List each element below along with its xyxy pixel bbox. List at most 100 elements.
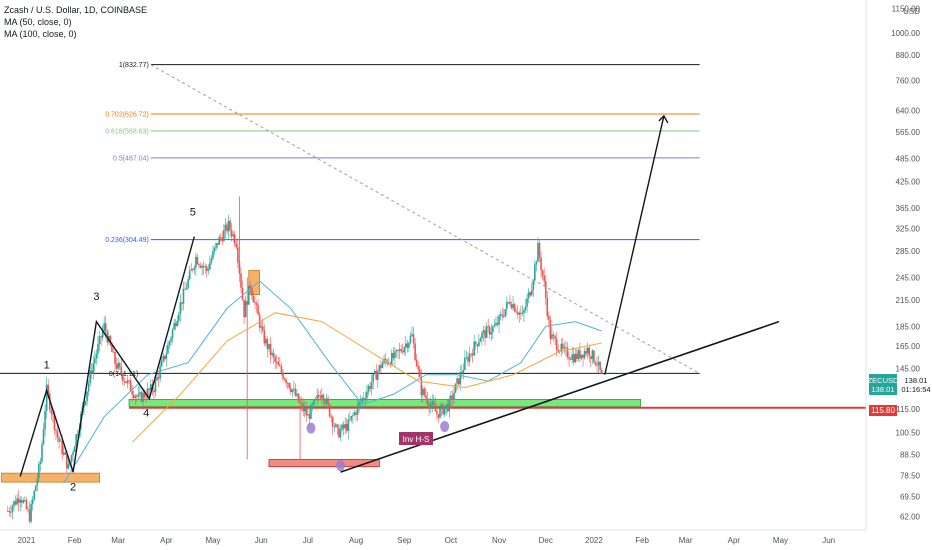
candle-body <box>398 349 401 352</box>
current-price-symbol: ZECUSD <box>868 376 899 385</box>
candle-body <box>205 266 208 271</box>
candle-body <box>580 354 583 359</box>
candle-body <box>440 404 443 409</box>
current-price-badge <box>869 374 897 395</box>
candle-body <box>8 510 11 513</box>
fib-retracement[interactable]: 1(832.77) 0.702(626.72) 0.618(568.63) 0.5(4… <box>0 62 700 378</box>
candle-body <box>415 359 418 367</box>
candle-body <box>465 357 468 358</box>
candle-body <box>442 404 444 415</box>
price-tick-label: 640.00 <box>896 106 921 115</box>
time-tick-label: Mar <box>111 536 125 545</box>
candle-body <box>534 264 536 281</box>
candle-body <box>34 485 37 492</box>
candle-body <box>98 336 101 344</box>
candle-body <box>593 350 595 363</box>
candle-body <box>369 386 371 389</box>
price-axis[interactable]: 1150.00 1000.00 880.00 760.00 640.00 565.00 48… <box>891 4 920 521</box>
candle-body <box>493 325 496 327</box>
candle-body <box>331 417 334 427</box>
candle-body <box>120 366 123 375</box>
legend-title: Zcash / U.S. Dollar, 1D, COINBASE <box>4 5 148 15</box>
candle-body <box>122 374 124 381</box>
candle-body <box>358 402 360 406</box>
candle-body <box>156 377 158 381</box>
candle-body <box>339 429 342 438</box>
candle-body <box>467 357 469 362</box>
candle-body <box>19 499 22 503</box>
candle-body <box>226 224 228 232</box>
candle-body <box>537 242 539 262</box>
candle-body <box>322 394 325 401</box>
time-axis[interactable]: 2021 Feb Mar Apr May Jun Jul Aug Sep Oct Nov Dec 202… <box>18 536 836 545</box>
candle-body <box>244 301 247 318</box>
candle-body <box>212 250 214 259</box>
inv-hs-label-bg <box>399 432 433 445</box>
candle-body <box>411 334 413 336</box>
candle-body <box>153 390 155 393</box>
candle-body <box>353 412 356 416</box>
candle-body <box>167 344 169 354</box>
price-tick-label: 88.50 <box>900 451 921 460</box>
candle-body <box>462 369 465 373</box>
candle-body <box>524 306 527 310</box>
candle-body <box>541 270 544 276</box>
candle-body <box>367 386 370 392</box>
candle-body <box>482 330 485 333</box>
candle-body <box>370 382 373 389</box>
candle-body <box>103 323 105 331</box>
candle-body <box>538 242 541 258</box>
candle-body <box>265 339 267 344</box>
wave-label: 5 <box>190 206 196 218</box>
candle-body <box>45 384 48 411</box>
price-tick-label: 245.00 <box>896 273 921 282</box>
wave-label: 2 <box>70 481 76 493</box>
candle-body <box>64 452 67 455</box>
candle-body <box>596 364 598 366</box>
candle-body <box>565 347 567 348</box>
candle-body <box>347 419 350 431</box>
candle-body <box>279 365 281 367</box>
projection-arrow-line <box>604 115 665 375</box>
candle-body <box>492 326 494 333</box>
descending-dashed-line[interactable] <box>150 64 700 374</box>
rising-trendline[interactable] <box>340 320 780 473</box>
candle-body <box>471 353 474 356</box>
candle-body <box>136 396 138 397</box>
candle-body <box>588 347 591 357</box>
candle-body <box>201 265 203 268</box>
candle-body <box>571 354 573 360</box>
candle-body <box>383 358 385 363</box>
candle-body <box>271 352 273 355</box>
candle-body <box>230 229 233 237</box>
candle-body <box>269 343 272 355</box>
candle-body <box>436 411 438 415</box>
candle-body <box>223 230 225 242</box>
candle-body <box>583 351 586 358</box>
candle-body <box>257 304 259 315</box>
time-tick-label: Feb <box>635 536 649 545</box>
price-tick-label: 165.00 <box>896 342 921 351</box>
candle-body <box>41 444 43 462</box>
candle-body <box>114 352 116 365</box>
candle-body <box>330 416 332 418</box>
low-zone <box>268 459 380 468</box>
current-price-value: 138.01 <box>872 385 895 394</box>
candle-body <box>585 351 587 354</box>
price-tick-label: 880.00 <box>896 51 921 60</box>
trend-drawings[interactable] <box>19 64 780 477</box>
candle-body <box>305 408 308 416</box>
candle-body <box>95 353 98 359</box>
candle-body <box>160 360 163 367</box>
candle-body <box>84 401 87 405</box>
ma100-line <box>131 312 602 443</box>
candle-body <box>123 380 126 382</box>
candle-body <box>190 269 193 271</box>
candle-body <box>327 398 329 405</box>
candle-body <box>450 395 452 399</box>
candle-body <box>432 401 435 406</box>
candle-body <box>577 350 580 360</box>
candle-body <box>50 409 53 414</box>
candle-body <box>117 363 119 369</box>
